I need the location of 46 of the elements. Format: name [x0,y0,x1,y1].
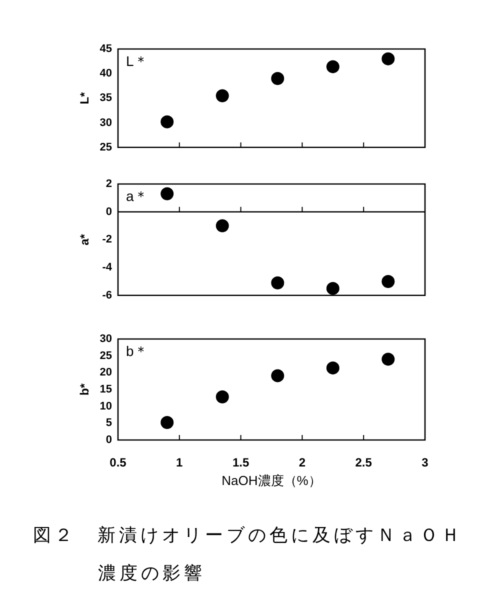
x-tick-label: 0.5 [110,456,127,470]
point [326,361,340,374]
y-tick-label: 0 [106,206,112,218]
chart-title: b＊ [126,342,148,359]
chart-title: L＊ [126,52,148,69]
y-tick-label: 20 [100,366,112,379]
y-tick-label: 45 [100,43,112,56]
y-tick-label: 2 [106,178,112,190]
y-tick-label: -4 [102,262,113,274]
y-tick-label: 25 [100,350,112,362]
point [216,219,229,232]
point [160,187,174,200]
point [216,390,229,404]
point [160,115,174,128]
point [382,274,395,288]
caption: 図２ 新漬けオリーブの色に及ぼすＮａＯＨ濃度の影響 [33,524,464,585]
chart-title: a＊ [126,188,148,204]
x-axis-title: NaOH濃度（%） [222,472,322,488]
y-axis-title: b* [78,383,92,396]
point [271,276,284,290]
point [271,369,284,382]
point [326,60,340,74]
y-tick-label: 10 [100,400,112,412]
y-tick-label: -2 [102,234,112,246]
x-tick-label: 2 [298,456,306,470]
y-tick-label: -6 [102,289,112,302]
y-tick-label: 25 [100,141,112,154]
x-tick-label: 2.5 [355,456,372,470]
y-tick-label: 30 [100,333,112,346]
y-axis-title: L* [78,92,92,104]
x-tick-label: 1 [176,456,184,470]
point [326,282,340,295]
y-tick-label: 35 [100,92,112,104]
y-axis-title: a* [78,234,92,246]
point [382,352,395,366]
x-tick-label: 1.5 [232,456,250,470]
point [271,72,284,86]
y-tick-label: 40 [100,68,112,80]
y-tick-label: 0 [106,434,112,446]
y-tick-label: 15 [100,384,112,396]
point [160,416,174,429]
y-tick-label: 30 [100,116,112,129]
y-tick-label: 5 [106,417,112,430]
x-tick-label: 3 [422,456,429,470]
point [216,89,229,102]
point [382,52,395,66]
